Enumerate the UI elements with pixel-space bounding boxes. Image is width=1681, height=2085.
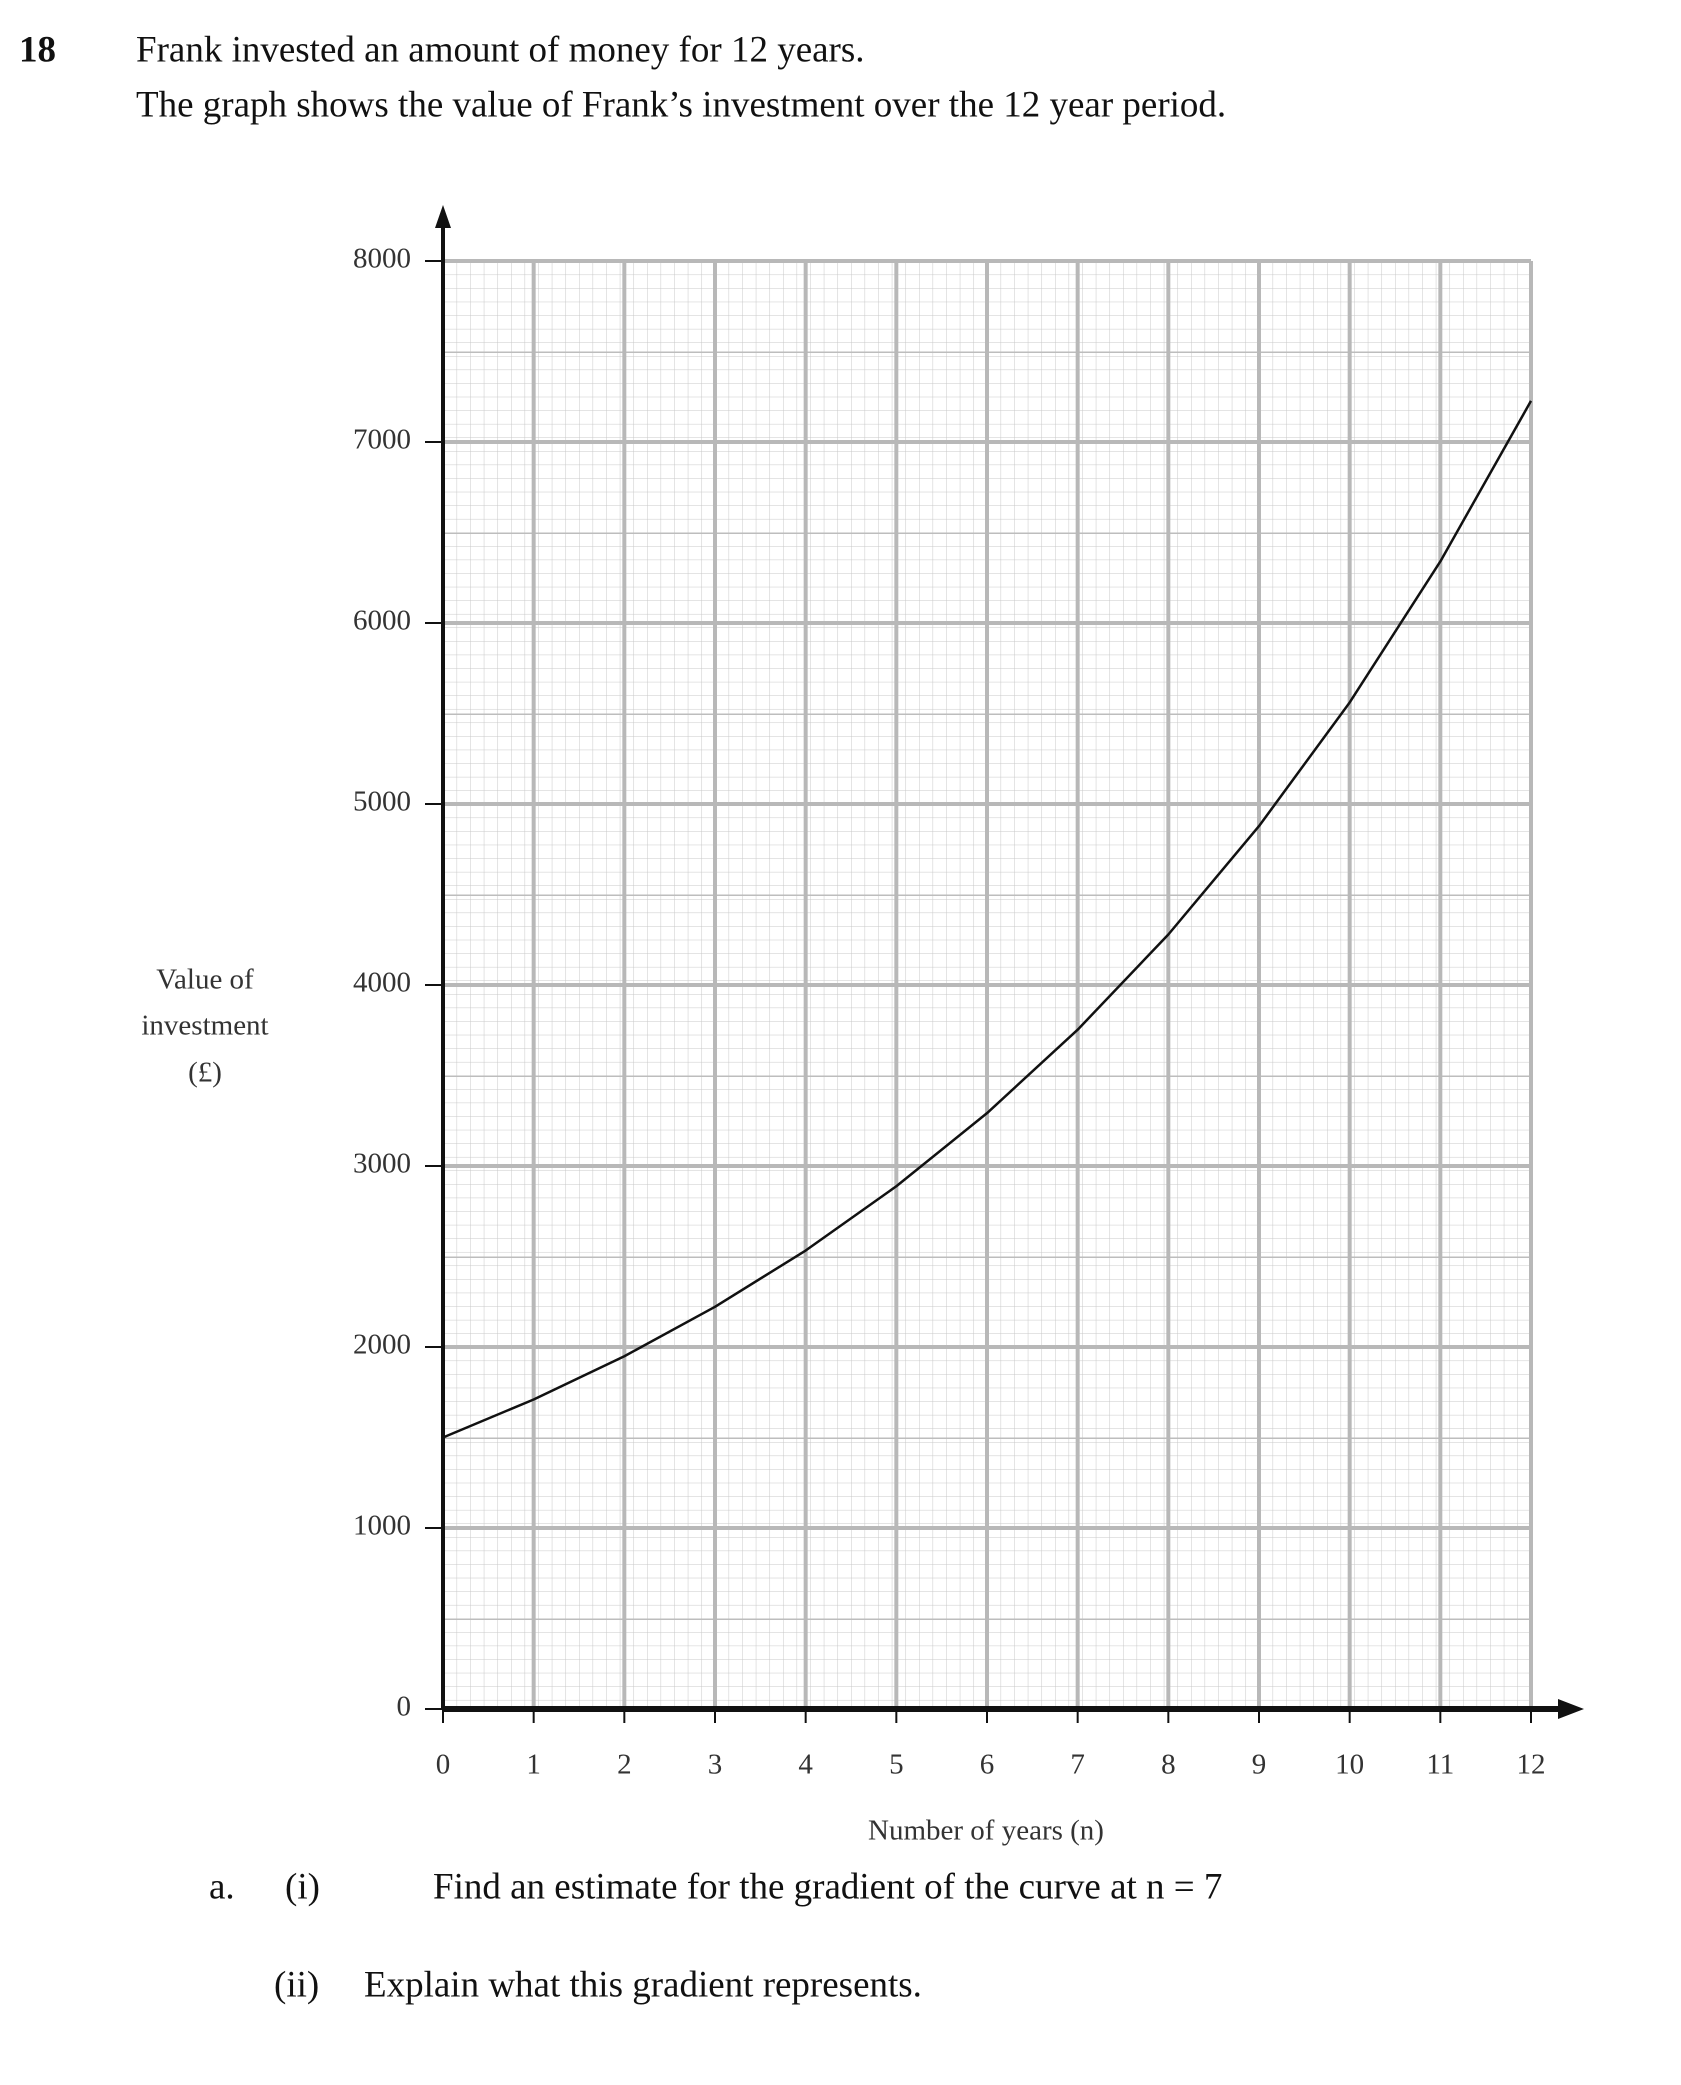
x-tick-label: 4 xyxy=(798,1749,813,1781)
x-tick-label: 10 xyxy=(1335,1749,1364,1781)
y-tick-label: 2000 xyxy=(353,1329,411,1361)
x-tick-label: 8 xyxy=(1161,1749,1176,1781)
y-tick-label: 7000 xyxy=(353,424,411,456)
x-tick-label: 11 xyxy=(1426,1749,1454,1781)
part-label: (ii) xyxy=(274,1964,319,2005)
x-tick-label: 7 xyxy=(1070,1749,1085,1781)
y-tick-label: 4000 xyxy=(353,967,411,999)
x-tick-label: 12 xyxy=(1517,1749,1546,1781)
question-line: Frank invested an amount of money for 12… xyxy=(136,29,865,70)
question-number: 18 xyxy=(19,29,56,70)
y-axis-label: (£) xyxy=(188,1057,222,1089)
y-axis-label: investment xyxy=(141,1010,268,1042)
x-tick-label: 1 xyxy=(526,1749,541,1781)
y-tick-label: 1000 xyxy=(353,1510,411,1542)
y-tick-label: 8000 xyxy=(353,243,411,275)
part-letter: a. xyxy=(209,1866,235,1907)
question-line: The graph shows the value of Frank’s inv… xyxy=(136,84,1226,125)
x-arrow xyxy=(1558,1699,1584,1719)
y-tick-label: 5000 xyxy=(353,786,411,818)
x-tick-label: 5 xyxy=(889,1749,904,1781)
y-tick-label: 3000 xyxy=(353,1148,411,1180)
x-tick-label: 0 xyxy=(436,1749,451,1781)
x-tick-label: 2 xyxy=(617,1749,632,1781)
y-arrow xyxy=(435,205,451,228)
y-axis-label: Value of xyxy=(156,964,254,996)
part-text: Find an estimate for the gradient of the… xyxy=(433,1866,1222,1907)
x-tick-label: 3 xyxy=(708,1749,723,1781)
y-tick-label: 6000 xyxy=(353,605,411,637)
plot xyxy=(441,259,1533,1711)
y-tick-label: 0 xyxy=(397,1691,412,1723)
part-text: Explain what this gradient represents. xyxy=(364,1964,922,2005)
x-tick-label: 6 xyxy=(980,1749,995,1781)
part-label: (i) xyxy=(285,1866,320,1907)
x-axis-label: Number of years (n) xyxy=(868,1815,1104,1847)
curve xyxy=(442,400,1533,1439)
x-tick-label: 9 xyxy=(1252,1749,1267,1781)
